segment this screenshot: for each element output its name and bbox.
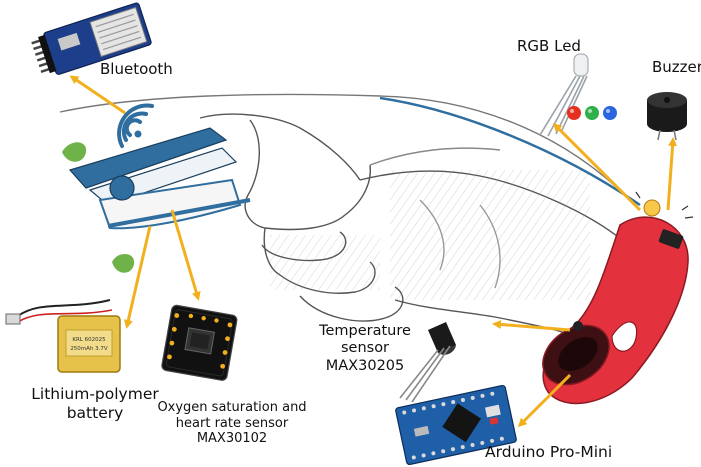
leaf-icon [62, 142, 87, 162]
label-line: MAX30205 [325, 357, 405, 374]
label-arduino: Arduino Pro-Mini [485, 443, 613, 461]
lipo-battery: KRL 602025 250mAh 3.7V [5, 299, 121, 373]
label-buzzer: Buzzer [652, 58, 701, 76]
arrow-temperature [492, 319, 571, 332]
label-bluetooth: Bluetooth [100, 60, 173, 78]
arrow-buzzer [666, 137, 678, 211]
label-line: heart rate sensor [175, 415, 289, 431]
wifi-signal-icon [117, 103, 154, 148]
arrow-oximeter [170, 209, 201, 301]
wrist-device [542, 191, 694, 405]
label-lipo-battery: Lithium-polymer battery [20, 385, 170, 422]
label-temperature-sensor: Temperature sensor MAX30205 [310, 323, 420, 375]
oximeter-module [161, 304, 238, 381]
label-line: battery [66, 403, 124, 422]
connector-arrows [69, 75, 678, 428]
battery-print: 250mAh 3.7V [70, 346, 108, 352]
bluetooth-module [31, 2, 152, 75]
battery-print: KRL 602025 [72, 337, 106, 343]
label-line: Lithium-polymer [31, 385, 159, 403]
arrow-arduino [517, 373, 572, 428]
label-rgb-led: RGB Led [517, 37, 581, 55]
hand-sketch [59, 93, 641, 341]
label-oximeter: Oxygen saturation and heart rate sensor … [157, 400, 307, 447]
arrow-rgb-led [552, 122, 642, 212]
finger-clip [68, 127, 251, 230]
label-line: MAX30102 [196, 431, 268, 447]
buzzer [647, 92, 687, 141]
temperature-sensor [399, 322, 456, 403]
label-line: Oxygen saturation and [157, 400, 307, 415]
label-line: Temperature [319, 323, 411, 339]
rgb-led [539, 53, 617, 137]
leaf-icon [112, 253, 135, 273]
arduino-board [395, 384, 517, 466]
arrow-bluetooth [69, 75, 126, 115]
label-line: sensor [340, 340, 390, 357]
arrow-battery [123, 225, 152, 329]
